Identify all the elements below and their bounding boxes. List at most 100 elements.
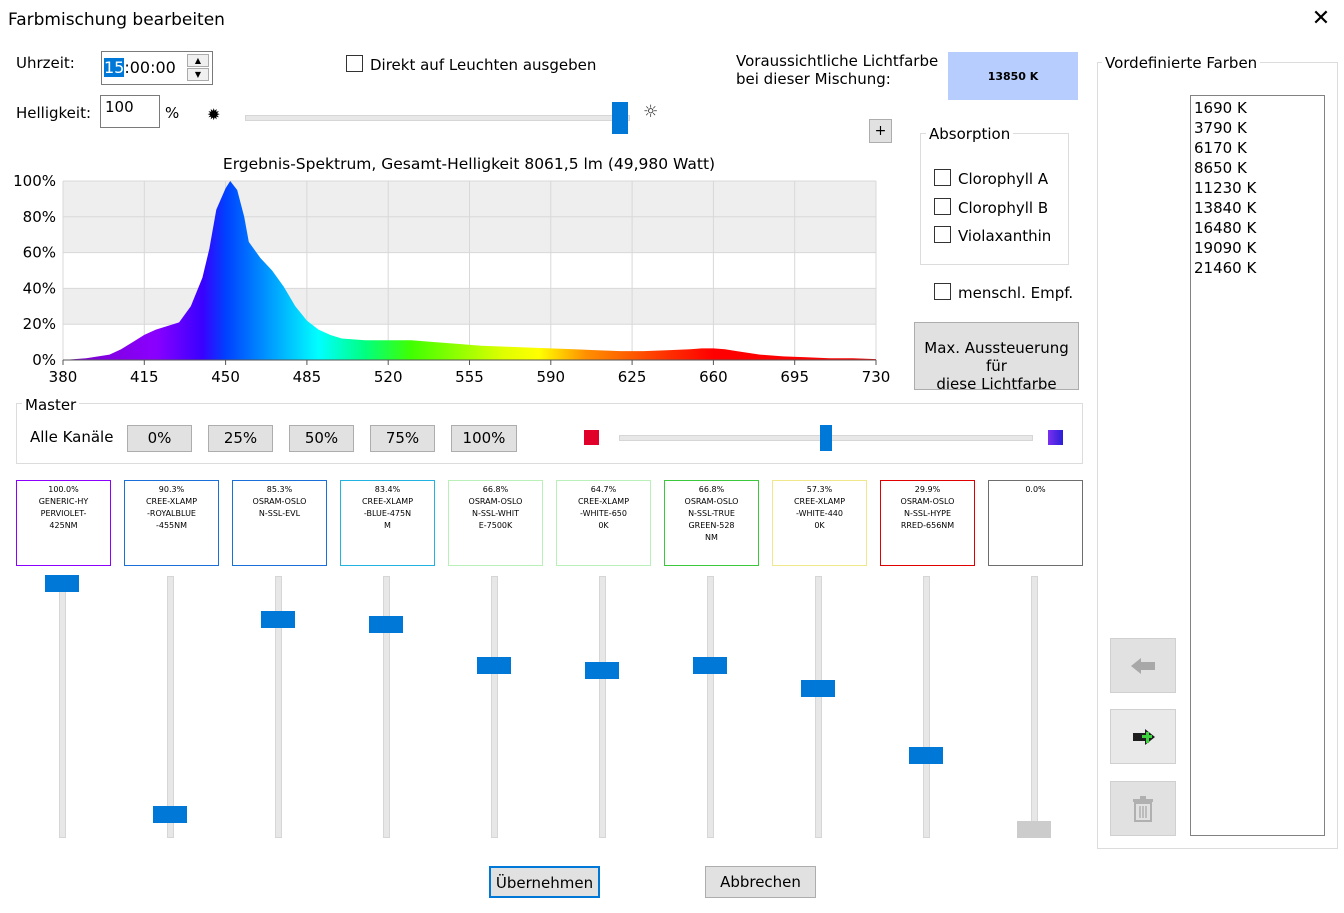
direct-output-label: Direkt auf Leuchten ausgeben [370, 56, 597, 74]
x-tick-label: 695 [780, 368, 809, 386]
channel-card: 83.4% CREE-XLAMP -BLUE-475N M [340, 480, 435, 566]
channel-slider-thumb[interactable] [909, 747, 943, 765]
channel-slider-track[interactable] [167, 576, 174, 838]
chlorophyll-a-label: Clorophyll A [958, 170, 1049, 188]
channel-percent: 29.9% [914, 485, 941, 494]
channel-percent: 90.3% [158, 485, 185, 494]
x-tick-label: 485 [293, 368, 322, 386]
chlorophyll-a-checkbox[interactable] [934, 169, 951, 186]
channel-percent: 57.3% [806, 485, 833, 494]
max-level-button-line2: diese Lichtfarbe [936, 375, 1057, 393]
brightness-label: Helligkeit: [16, 104, 92, 122]
channel-name-line: OSRAM-OSLO [252, 497, 307, 506]
time-hour[interactable]: 15 [104, 58, 125, 77]
predefined-item[interactable]: 11230 K [1194, 179, 1257, 197]
channel-slider-track[interactable] [599, 576, 606, 838]
master-slider-thumb[interactable] [820, 425, 832, 451]
master-title: Master [22, 396, 80, 414]
predefined-item[interactable]: 8650 K [1194, 159, 1247, 177]
preset-0-button[interactable]: 0% [127, 425, 192, 452]
chlorophyll-b-checkbox[interactable] [934, 198, 951, 215]
brightness-input[interactable]: 100 [100, 95, 160, 128]
max-level-button[interactable]: Max. Aussteuerung für diese Lichtfarbe [914, 322, 1079, 393]
channel-slider-track[interactable] [383, 576, 390, 838]
delete-button[interactable] [1110, 781, 1176, 836]
human-sensitivity-checkbox[interactable] [934, 283, 951, 300]
channel-card: 85.3% OSRAM-OSLO N-SSL-EVL [232, 480, 327, 566]
predefined-item[interactable]: 21460 K [1194, 259, 1257, 277]
channel-slider-thumb[interactable] [477, 656, 511, 674]
load-button[interactable] [1110, 638, 1176, 693]
cancel-button[interactable]: Abbrechen [705, 866, 816, 898]
light-color-label: Voraussichtliche Lichtfarbe bei dieser M… [736, 52, 938, 88]
channel-name-line: NM [705, 533, 718, 542]
channel-name-line: -WHITE-650 [580, 509, 627, 518]
channel-name-line: N-SSL-WHIT [471, 509, 520, 518]
channel-name-line: -455NM [155, 521, 188, 530]
predefined-list[interactable]: 1690 K 3790 K 6170 K 8650 K 11230 K 13840 K 16… [1190, 95, 1325, 836]
channel-slider-track[interactable] [1031, 576, 1038, 838]
channel-name-line: 425NM [49, 521, 78, 530]
arrow-left-icon [1131, 658, 1155, 674]
x-tick-label: 730 [862, 368, 891, 386]
spin-up-icon[interactable]: ▲ [187, 54, 209, 67]
channel-slider-track[interactable] [275, 576, 282, 838]
brightness-slider-thumb[interactable] [612, 102, 628, 134]
channel-name-line: -BLUE-475N [363, 509, 412, 518]
x-tick-label: 590 [536, 368, 565, 386]
predefined-item[interactable]: 13840 K [1194, 199, 1257, 217]
channel-name-line: CREE-XLAMP [577, 497, 630, 506]
direct-output-checkbox[interactable] [346, 55, 363, 72]
channel-slider-thumb[interactable] [693, 656, 727, 674]
close-icon[interactable]: ✕ [1311, 6, 1331, 31]
plus-button[interactable]: + [869, 119, 892, 143]
add-arrow-icon [1133, 729, 1155, 745]
light-color-swatch: 13850 K [948, 52, 1078, 100]
channel-slider-thumb[interactable] [261, 611, 295, 629]
apply-button[interactable]: Übernehmen [489, 866, 600, 898]
channel-slider-thumb[interactable] [153, 806, 187, 824]
spectrum-area [63, 181, 876, 360]
chart-title: Ergebnis-Spektrum, Gesamt-Helligkeit 806… [223, 155, 715, 173]
channel-percent: 64.7% [590, 485, 617, 494]
channel-slider-track[interactable] [815, 576, 822, 838]
predefined-item[interactable]: 1690 K [1194, 99, 1247, 117]
channel-slider-thumb[interactable] [369, 615, 403, 633]
add-button[interactable] [1110, 709, 1176, 764]
channel-slider-thumb[interactable] [801, 680, 835, 698]
predefined-item[interactable]: 19090 K [1194, 239, 1257, 257]
predefined-title: Vordefinierte Farben [1102, 54, 1261, 72]
violaxanthin-checkbox[interactable] [934, 226, 951, 243]
predefined-item[interactable]: 6170 K [1194, 139, 1247, 157]
preset-100-button[interactable]: 100% [451, 425, 517, 452]
channel-slider-track[interactable] [923, 576, 930, 838]
predefined-item[interactable]: 16480 K [1194, 219, 1257, 237]
x-tick-label: 625 [618, 368, 647, 386]
human-sensitivity-label: menschl. Empf. [958, 284, 1074, 302]
y-tick-label: 40% [23, 279, 56, 297]
light-color-value: 13850 K [987, 69, 1039, 83]
time-spinner[interactable]: 15:00:00 ▲ ▼ [101, 51, 213, 85]
channel-name-line: OSRAM-OSLO [684, 497, 739, 506]
predefined-item[interactable]: 3790 K [1194, 119, 1247, 137]
preset-25-button[interactable]: 25% [208, 425, 273, 452]
channel-slider-track[interactable] [707, 576, 714, 838]
light-color-label-line2: bei dieser Mischung: [736, 70, 891, 88]
y-tick-label: 20% [23, 315, 56, 333]
x-tick-label: 415 [130, 368, 159, 386]
preset-75-button[interactable]: 75% [370, 425, 435, 452]
preset-50-button[interactable]: 50% [289, 425, 354, 452]
x-tick-label: 660 [699, 368, 728, 386]
time-rest[interactable]: :00:00 [124, 58, 176, 77]
channel-percent: 83.4% [374, 485, 401, 494]
trash-icon [1133, 796, 1153, 822]
spin-down-icon[interactable]: ▼ [187, 68, 209, 81]
channel-slider-thumb[interactable] [45, 575, 79, 592]
channel-slider-thumb[interactable] [1017, 821, 1051, 838]
channel-slider-track[interactable] [59, 576, 66, 838]
channel-slider-thumb[interactable] [585, 661, 619, 679]
channel-slider-track[interactable] [491, 576, 498, 838]
brightness-slider-track[interactable] [245, 115, 630, 121]
channel-name-line: OSRAM-OSLO [468, 497, 523, 506]
absorption-title: Absorption [926, 125, 1014, 143]
